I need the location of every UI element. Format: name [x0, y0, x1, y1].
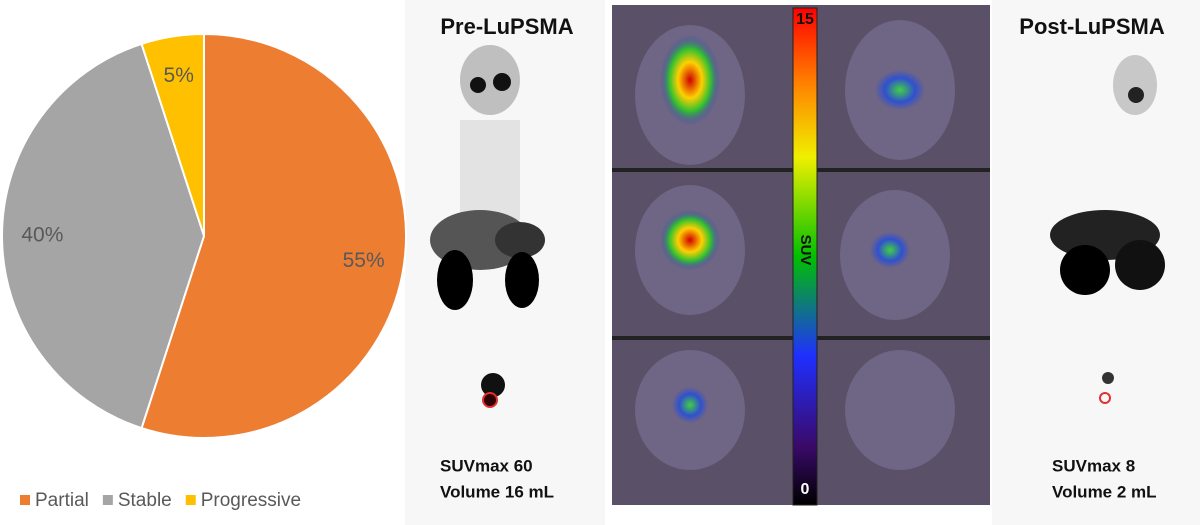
post-volume: Volume 2 mL	[1052, 482, 1157, 501]
pre-title: Pre-LuPSMA	[440, 14, 573, 39]
legend-entry: Stable	[118, 490, 172, 511]
legend-entry: Progressive	[201, 490, 301, 511]
colorbar-tick-label: 0	[801, 481, 810, 498]
colorbar-tick-label: 15	[796, 11, 814, 28]
legend-swatch	[185, 495, 196, 505]
legend-swatch	[102, 495, 113, 505]
legend-entry: Partial	[35, 490, 89, 511]
pie-slice	[140, 32, 205, 237]
post-image	[992, 0, 1200, 525]
legend-swatch	[20, 495, 30, 505]
data-label: 55%	[343, 249, 385, 272]
post-suvmax: SUVmax 8	[1052, 456, 1135, 475]
colorbar-label: SUV	[797, 235, 814, 266]
data-label: 40%	[21, 224, 63, 247]
pie-slice	[1, 42, 206, 430]
data-label: 5%	[164, 64, 194, 87]
post-title: Post-LuPSMA	[1019, 14, 1165, 39]
fused-images	[612, 5, 990, 506]
pre-image	[405, 0, 605, 525]
pre-suvmax: SUVmax 60	[440, 456, 533, 475]
pre-volume: Volume 16 mL	[440, 482, 554, 501]
pie-slice	[140, 32, 407, 439]
